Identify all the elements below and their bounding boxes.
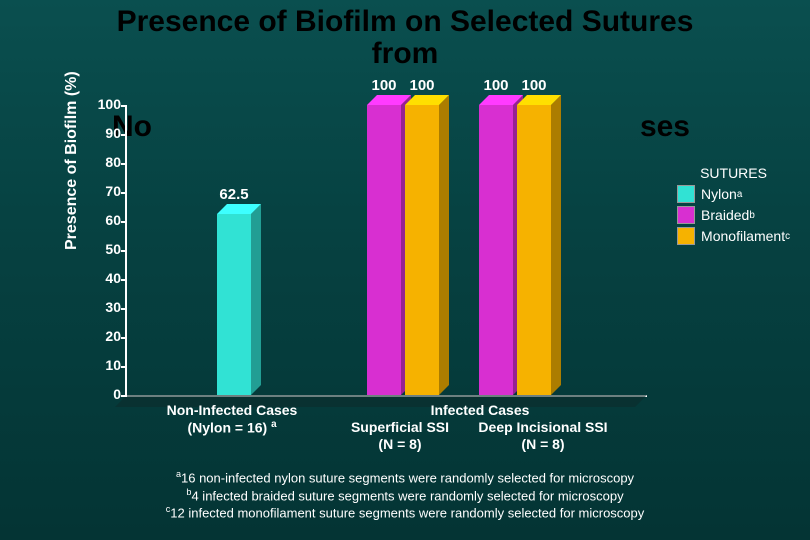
swatch-mono bbox=[677, 227, 695, 245]
ytick-label: 10 bbox=[87, 357, 121, 373]
bar-value: 100 bbox=[371, 77, 396, 94]
ytick-mark bbox=[121, 395, 127, 397]
ytick-mark bbox=[121, 337, 127, 339]
xlabel-sup-l1: Superficial SSI bbox=[351, 419, 449, 435]
xlabel-infhead-text: Infected Cases bbox=[431, 402, 530, 418]
title-line2: from bbox=[372, 37, 439, 70]
bar-superficial-braided: 100 bbox=[367, 105, 401, 395]
xlabel-sup-l2: (N = 8) bbox=[378, 436, 421, 452]
swatch-nylon bbox=[677, 185, 695, 203]
swatch-braided bbox=[677, 206, 695, 224]
xlabel-deep-l2: (N = 8) bbox=[521, 436, 564, 452]
bar-non-infected-nylon: 62.5 bbox=[217, 214, 251, 395]
bar-deep-braided: 100 bbox=[479, 105, 513, 395]
bar-deep-mono: 100 bbox=[517, 105, 551, 395]
title-line1: Presence of Biofilm on Selected Sutures bbox=[117, 5, 694, 38]
ytick-mark bbox=[121, 163, 127, 165]
ytick-label: 40 bbox=[87, 270, 121, 286]
legend-sup-nylon: a bbox=[737, 189, 742, 200]
bar-value: 100 bbox=[483, 77, 508, 94]
footnote-b: b4 infected braided suture segments were… bbox=[0, 487, 810, 505]
ytick-label: 70 bbox=[87, 183, 121, 199]
xlabel-infected-head: Infected Cases bbox=[390, 402, 570, 419]
xlabel-noninf-l1: Non-Infected Cases bbox=[167, 402, 298, 418]
ytick-label: 90 bbox=[87, 125, 121, 141]
ytick-mark bbox=[121, 250, 127, 252]
bar-value: 100 bbox=[409, 77, 434, 94]
legend-sup-braided: b bbox=[749, 210, 754, 221]
footnote-b-text: 4 infected braided suture segments were … bbox=[191, 488, 623, 503]
footnote-a-text: 16 non-infected nylon suture segments we… bbox=[181, 471, 634, 486]
bar-value: 62.5 bbox=[219, 186, 248, 203]
ytick-mark bbox=[121, 192, 127, 194]
xlabel-deep-l1: Deep Incisional SSI bbox=[478, 419, 607, 435]
ytick-mark bbox=[121, 221, 127, 223]
bar-superficial-mono: 100 bbox=[405, 105, 439, 395]
ytick-label: 100 bbox=[87, 96, 121, 112]
title-tail-right: ses bbox=[640, 110, 690, 144]
legend-label-nylon: Nylon bbox=[701, 186, 737, 202]
legend-item-mono: Monofilament c bbox=[677, 227, 790, 245]
legend-title: SUTURES bbox=[677, 165, 790, 181]
slide: Presence of Biofilm on Selected Sutures … bbox=[0, 0, 810, 540]
ytick-label: 30 bbox=[87, 299, 121, 315]
footnotes: a16 non-infected nylon suture segments w… bbox=[0, 469, 810, 522]
slide-title: Presence of Biofilm on Selected Sutures … bbox=[0, 6, 810, 71]
ytick-mark bbox=[121, 105, 127, 107]
ytick-label: 20 bbox=[87, 328, 121, 344]
footnote-a: a16 non-infected nylon suture segments w… bbox=[0, 469, 810, 487]
xlabel-noninf-l2: (Nylon = 16) bbox=[187, 419, 267, 435]
legend: SUTURES Nylon a Braided b Monofilament c bbox=[677, 165, 790, 248]
xlabel-deep: Deep Incisional SSI (N = 8) bbox=[453, 419, 633, 453]
legend-item-nylon: Nylon a bbox=[677, 185, 790, 203]
legend-label-braided: Braided bbox=[701, 207, 749, 223]
ytick-mark bbox=[121, 366, 127, 368]
ytick-mark bbox=[121, 308, 127, 310]
footnote-c-text: 12 infected monofilament suture segments… bbox=[170, 506, 644, 521]
bar-chart: 010203040506070809010062.5100100100100 bbox=[125, 105, 647, 397]
footnote-c: c12 infected monofilament suture segment… bbox=[0, 504, 810, 522]
ytick-mark bbox=[121, 279, 127, 281]
y-axis-label: Presence of Biofilm (%) bbox=[63, 71, 81, 250]
ytick-label: 50 bbox=[87, 241, 121, 257]
ytick-label: 80 bbox=[87, 154, 121, 170]
xlabel-non-infected: Non-Infected Cases (Nylon = 16) a bbox=[142, 402, 322, 436]
ytick-label: 0 bbox=[87, 386, 121, 402]
bar-value: 100 bbox=[521, 77, 546, 94]
ytick-label: 60 bbox=[87, 212, 121, 228]
legend-label-mono: Monofilament bbox=[701, 228, 785, 244]
legend-sup-mono: c bbox=[785, 231, 790, 242]
xlabel-noninf-sup: a bbox=[271, 419, 276, 430]
legend-item-braided: Braided b bbox=[677, 206, 790, 224]
ytick-mark bbox=[121, 134, 127, 136]
